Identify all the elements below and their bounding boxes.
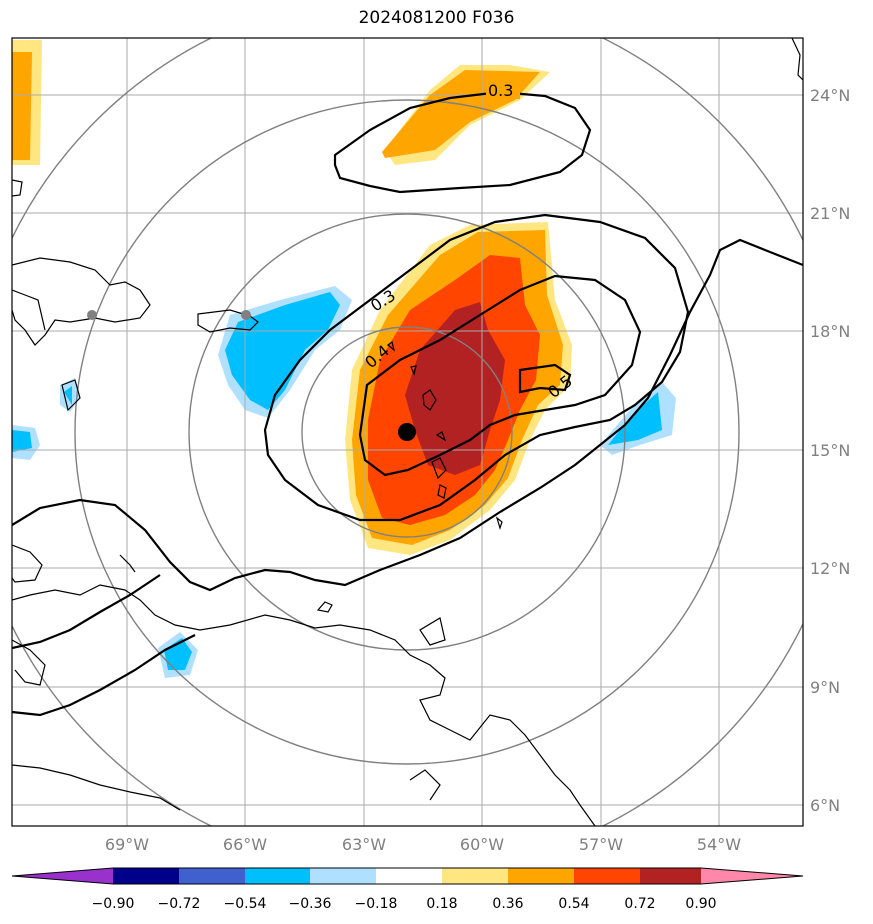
lat-label: 12°N: [810, 559, 850, 578]
lat-label: 6°N: [810, 796, 840, 815]
map-frame: [11, 37, 804, 827]
colorbar-outline: [11, 867, 804, 885]
colorbar-label: 0.36: [492, 896, 523, 912]
colorbar-extend-high: [701, 868, 803, 884]
longitude-labels: 69°W 66°W 63°W 60°W 57°W 54°W: [105, 835, 741, 854]
lon-label: 57°W: [579, 835, 623, 854]
contour-label: 0.3: [488, 81, 513, 100]
lat-label: 18°N: [810, 322, 850, 341]
latitude-labels: 24°N 21°N 18°N 15°N 12°N 9°N 6°N: [810, 86, 850, 815]
lat-label: 24°N: [810, 86, 850, 105]
track-point: [87, 310, 97, 320]
storm-center-marker: [398, 423, 416, 441]
colorbar-label: −0.18: [355, 896, 398, 912]
colorbar-segment: [179, 868, 245, 884]
colorbar-segment: [245, 868, 310, 884]
colorbar-segment: [310, 868, 376, 884]
colorbar-label: −0.54: [224, 896, 267, 912]
positive-anomaly-fill: [12, 40, 572, 555]
colorbar-segment: [113, 868, 179, 884]
negative-anomaly-fill: [12, 286, 676, 678]
colorbar-label: −0.90: [92, 896, 135, 912]
colorbar-extend-low: [12, 868, 113, 884]
coastlines: [12, 38, 803, 826]
colorbar-segment: [508, 868, 574, 884]
colorbar-label: −0.36: [289, 896, 332, 912]
colorbar-segment: [442, 868, 508, 884]
lon-label: 69°W: [105, 835, 149, 854]
colorbar-label: 0.90: [685, 896, 716, 912]
colorbar-segment: [640, 868, 701, 884]
colorbar-segment: [376, 868, 442, 884]
gray-track-points: [87, 310, 251, 320]
colorbar-label: 0.18: [426, 896, 457, 912]
lon-label: 63°W: [342, 835, 386, 854]
colorbar: −0.90 −0.72 −0.54 −0.36 −0.18 0.18 0.36 …: [11, 867, 804, 912]
plot-title: 2024081200 F036: [358, 8, 515, 28]
lat-label: 9°N: [810, 678, 840, 697]
colorbar-segment: [574, 868, 640, 884]
lon-label: 54°W: [697, 835, 741, 854]
lat-label: 15°N: [810, 441, 850, 460]
range-rings: [12, 38, 803, 826]
map-area: 0.3 0.3 0.4 0.5: [12, 38, 803, 826]
track-point: [241, 310, 251, 320]
graticule: [12, 38, 803, 826]
lon-label: 66°W: [223, 835, 267, 854]
colorbar-label: 0.72: [624, 896, 655, 912]
lon-label: 60°W: [460, 835, 504, 854]
lat-label: 21°N: [810, 204, 850, 223]
colorbar-label: −0.72: [158, 896, 201, 912]
contour-lines: [12, 90, 803, 717]
colorbar-label: 0.54: [558, 896, 589, 912]
